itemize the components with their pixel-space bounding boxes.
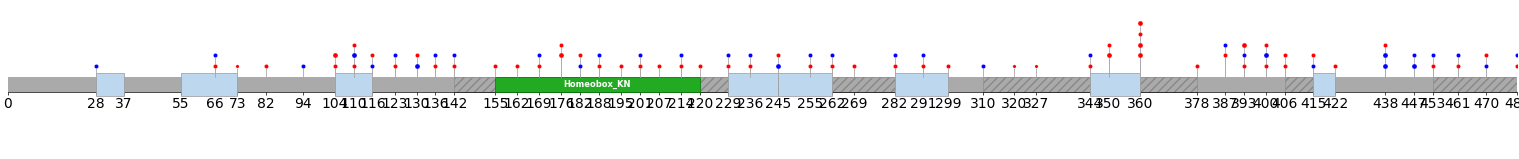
Bar [1312, 73, 1335, 96]
Bar [334, 73, 372, 96]
Bar [832, 77, 895, 92]
Bar [96, 73, 125, 96]
Bar [778, 73, 832, 96]
Bar [454, 77, 580, 92]
Bar [728, 73, 778, 96]
Bar [1285, 77, 1312, 92]
Bar [983, 77, 1089, 92]
Bar [1432, 77, 1517, 92]
Bar [700, 77, 778, 92]
Bar [8, 77, 1517, 92]
Bar [181, 73, 237, 96]
Text: Homeobox_KN: Homeobox_KN [564, 80, 630, 89]
Bar [495, 77, 700, 92]
Bar [1089, 73, 1139, 96]
Bar [895, 73, 948, 96]
Bar [1139, 77, 1197, 92]
